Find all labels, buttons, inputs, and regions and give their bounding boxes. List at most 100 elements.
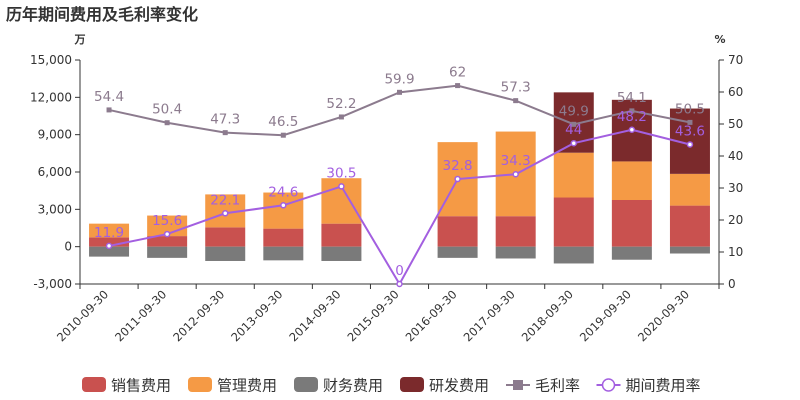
bar-segment <box>263 192 304 229</box>
left-tick-label: 15,000 <box>30 53 72 67</box>
x-tick-label: 2013-09-30 <box>228 287 285 344</box>
data-label: 44 <box>565 122 582 138</box>
legend-label: 财务费用 <box>323 377 383 395</box>
legend-swatch <box>188 377 212 392</box>
left-axis-unit: 万 <box>74 33 86 46</box>
legend-label: 研发费用 <box>429 377 489 395</box>
line-point <box>629 108 635 114</box>
right-tick-label: 20 <box>728 213 743 227</box>
legend-item[interactable]: 研发费用 <box>400 377 489 395</box>
line-point <box>570 139 578 147</box>
data-label: 30.5 <box>326 165 356 181</box>
bar-segment <box>263 228 304 247</box>
right-tick-label: 70 <box>728 53 743 67</box>
line-point <box>338 183 345 190</box>
bar-segment <box>611 246 652 260</box>
left-tick-label: 12,000 <box>30 90 72 104</box>
line-point <box>222 130 228 136</box>
line-point <box>512 170 519 178</box>
bars <box>89 92 710 264</box>
bar-segment <box>205 227 246 247</box>
bar-segment <box>147 236 188 247</box>
right-tick-label: 10 <box>728 245 743 259</box>
left-tick-label: 9,000 <box>38 128 72 142</box>
bar-segment <box>263 246 304 261</box>
line-point <box>513 98 519 104</box>
data-label: 50.5 <box>675 101 705 117</box>
legend-label: 毛利率 <box>535 377 580 395</box>
line-point <box>106 107 112 113</box>
legend-marker <box>513 380 523 390</box>
x-tick-label: 2018-09-30 <box>519 287 576 344</box>
bar-segment <box>89 237 130 247</box>
x-tick-label: 2012-09-30 <box>170 287 227 344</box>
left-tick-label: -3,000 <box>33 277 72 291</box>
line-point <box>280 202 287 209</box>
bar-segment <box>553 246 594 264</box>
legend-item[interactable]: 毛利率 <box>506 377 580 395</box>
bar-segment <box>321 246 362 261</box>
legend-label: 销售费用 <box>111 377 171 395</box>
data-label: 52.2 <box>326 96 356 112</box>
data-label: 15.6 <box>152 213 182 229</box>
line-point <box>571 121 577 127</box>
bar-segment <box>669 173 710 206</box>
data-label: 48.2 <box>617 109 647 125</box>
line-point <box>164 120 170 126</box>
chart-title: 历年期间费用及毛利率变化 <box>6 5 198 24</box>
line-point <box>628 126 636 134</box>
left-tick-label: 0 <box>64 240 72 254</box>
x-tick-label: 2019-09-30 <box>577 287 634 344</box>
data-label: 47.3 <box>210 112 240 128</box>
line-point <box>105 242 113 250</box>
bar-segment <box>437 246 478 258</box>
series-line <box>108 128 691 287</box>
x-tick-label: 2010-09-30 <box>54 287 111 344</box>
x-tick-label: 2015-09-30 <box>344 287 401 344</box>
line-point <box>396 280 403 288</box>
line-point <box>280 132 286 138</box>
bar-segment <box>437 216 478 247</box>
line-point <box>455 83 461 89</box>
legend-item[interactable]: 管理费用 <box>188 377 277 395</box>
legend-swatch <box>294 377 318 392</box>
x-tick-label: 2014-09-30 <box>286 287 343 344</box>
data-label: 43.6 <box>675 123 705 139</box>
x-tick-label: 2016-09-30 <box>403 287 460 344</box>
line-point <box>338 114 344 120</box>
data-label: 11.9 <box>94 225 124 241</box>
bar-segment <box>321 223 362 247</box>
bar-segment <box>611 161 652 200</box>
right-tick-label: 40 <box>728 149 743 163</box>
x-tick-label: 2020-09-30 <box>635 287 692 344</box>
bar-segment <box>147 246 188 258</box>
right-tick-label: 30 <box>728 181 743 195</box>
line-point <box>221 210 229 217</box>
bar-segment <box>669 205 710 247</box>
bar-segment <box>205 246 246 261</box>
line-point <box>163 230 171 238</box>
lines <box>105 83 694 288</box>
line-point <box>686 141 694 148</box>
bar-segment <box>611 200 652 247</box>
bar-segment <box>89 223 130 238</box>
legend-label: 管理费用 <box>217 377 277 395</box>
legend-swatch <box>400 377 424 392</box>
data-label: 59.9 <box>384 71 414 87</box>
data-label: 54.4 <box>94 89 124 105</box>
bar-segment <box>89 246 130 257</box>
line-point <box>687 119 693 125</box>
bar-segment <box>495 246 536 259</box>
legend-item[interactable]: 财务费用 <box>294 377 383 395</box>
legend-marker <box>601 378 616 392</box>
legend-item[interactable]: 销售费用 <box>82 377 171 395</box>
legend[interactable]: 销售费用 管理费用 财务费用 研发费用 毛利率 期间费用率 <box>82 377 701 395</box>
x-tick-label: 2011-09-30 <box>112 287 169 344</box>
left-tick-label: 3,000 <box>38 202 72 216</box>
legend-item[interactable]: 期间费用率 <box>596 377 701 395</box>
data-label: 22.1 <box>210 192 240 208</box>
line-point <box>454 175 461 183</box>
right-axis-unit: % <box>714 33 725 46</box>
left-tick-label: 6,000 <box>38 165 72 179</box>
